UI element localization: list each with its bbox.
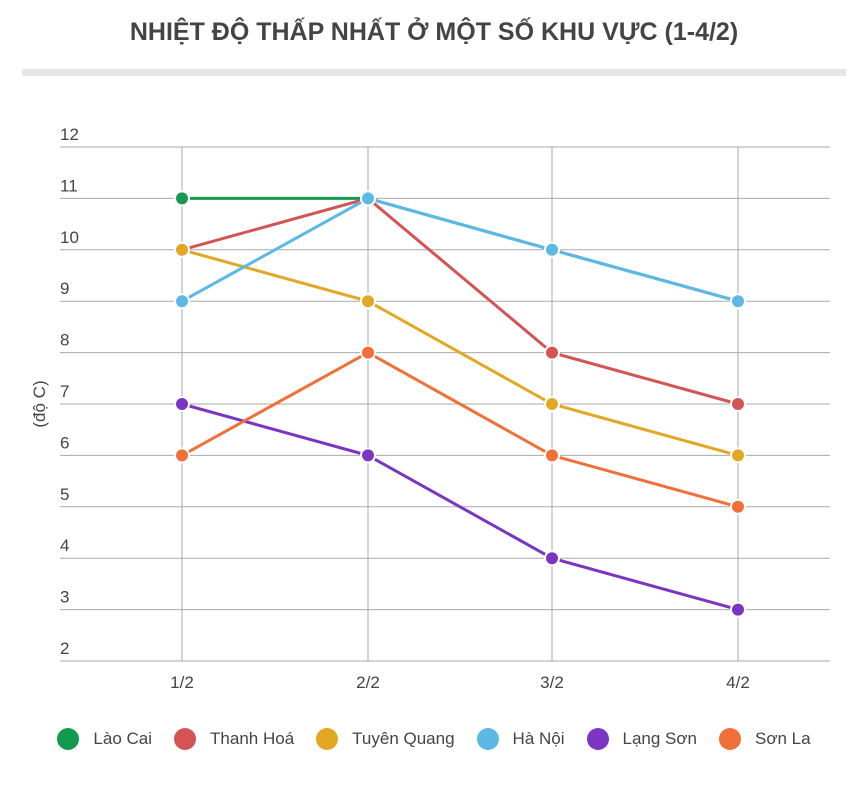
x-tick-label: 1/2 [170, 673, 194, 692]
series-line-5 [181, 350, 739, 509]
data-point [360, 293, 376, 310]
series-line-4 [181, 402, 739, 612]
series-line-1 [181, 196, 739, 406]
legend-item: Sơn La [719, 728, 811, 750]
y-tick-label: 5 [60, 485, 69, 504]
data-point [360, 190, 376, 207]
legend-marker-icon [476, 728, 499, 750]
data-point [730, 396, 746, 412]
data-point [730, 447, 746, 464]
y-tick-label: 2 [60, 639, 69, 658]
series-line-2 [181, 248, 739, 457]
y-tick-label: 12 [60, 125, 79, 144]
legend-item: Lào Cai [57, 728, 152, 750]
y-tick-label: 6 [60, 433, 69, 452]
data-point [174, 447, 190, 464]
legend-label: Lạng Sơn [622, 729, 697, 748]
data-point [544, 550, 560, 567]
y-axis-label: (độ C) [30, 380, 49, 427]
data-point [174, 241, 190, 258]
chart-title: NHIỆT ĐỘ THẤP NHẤT Ở MỘT SỐ KHU VỰC (1-4… [129, 18, 739, 46]
legend-label: Hà Nội [512, 729, 565, 748]
legend-item: Lạng Sơn [586, 728, 697, 750]
data-point [174, 396, 190, 412]
x-tick-label: 3/2 [540, 673, 564, 692]
data-point [544, 344, 560, 361]
legend-marker-icon [316, 728, 339, 750]
line-chart: 2 3 4 5 6 7 8 9 10 11 12 1/2 2/2 3/2 4/2 (độ C) [30, 125, 830, 692]
data-point [174, 293, 190, 310]
data-point [174, 190, 190, 207]
x-tick-label: 2/2 [356, 673, 380, 692]
y-tick-label: 8 [60, 331, 69, 350]
y-tick-label: 7 [60, 382, 69, 401]
data-point [730, 498, 746, 515]
data-point [544, 241, 560, 258]
data-point [730, 293, 746, 310]
data-point [544, 396, 560, 412]
y-tick-label: 4 [60, 536, 69, 555]
legend-label: Tuyên Quang [352, 729, 455, 748]
legend-label: Lào Cai [93, 729, 153, 748]
legend-marker-icon [719, 728, 741, 750]
y-tick-label: 9 [60, 279, 69, 298]
data-point [360, 447, 376, 464]
title-divider [22, 69, 846, 76]
legend-marker-icon [586, 728, 609, 750]
y-tick-label: 3 [60, 588, 69, 607]
legend-marker-icon [174, 728, 197, 750]
data-point [544, 447, 560, 464]
legend-marker-icon [57, 728, 80, 750]
series-line-3 [181, 196, 739, 303]
legend-item: Hà Nội [476, 728, 565, 750]
legend: Lào Cai Thanh Hoá Tuyên Quang Hà Nội Lạng Sơ… [0, 728, 868, 750]
y-tick-label: 11 [60, 176, 78, 195]
legend-item: Tuyên Quang [316, 728, 455, 750]
data-point [730, 601, 746, 618]
data-point [360, 344, 376, 361]
legend-item: Thanh Hoá [174, 728, 294, 750]
legend-label: Thanh Hoá [210, 729, 295, 748]
x-tick-label: 4/2 [726, 673, 750, 692]
legend-label: Sơn La [755, 729, 811, 748]
y-tick-label: 10 [60, 228, 79, 247]
